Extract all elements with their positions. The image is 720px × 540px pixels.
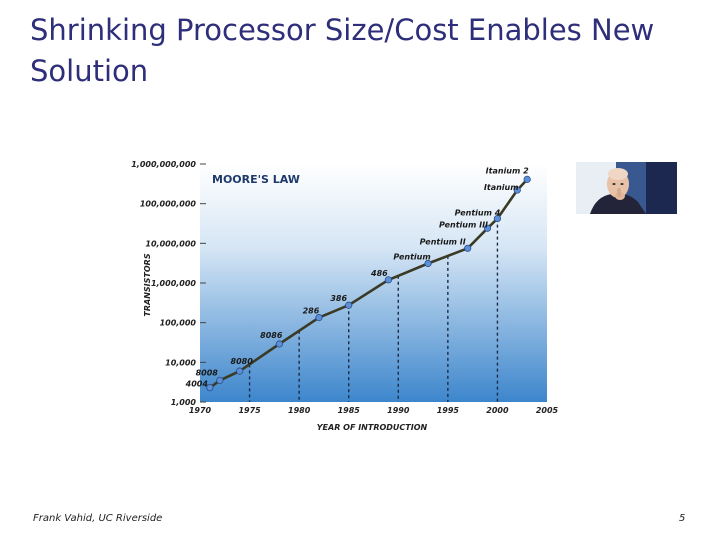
data-point xyxy=(464,244,472,252)
y-tick-label: 100,000,000 xyxy=(140,200,197,209)
y-tick-label: 1,000,000 xyxy=(151,279,196,288)
slide-title: Shrinking Processor Size/Cost Enables Ne… xyxy=(30,13,655,88)
data-point xyxy=(345,301,353,309)
data-point xyxy=(493,215,502,223)
data-label: 386 xyxy=(330,294,347,303)
x-tick-label: 2005 xyxy=(536,406,559,415)
data-point xyxy=(523,175,531,183)
x-tick-label: 1990 xyxy=(387,406,410,415)
x-tick-label: 1995 xyxy=(437,406,460,415)
dr-evil-illustration xyxy=(576,162,677,214)
chart-title: MOORE'S LAW xyxy=(212,173,300,186)
y-axis-label: TRANSISTORS xyxy=(143,253,152,316)
data-point xyxy=(315,314,323,322)
data-label: Pentium III xyxy=(439,220,488,229)
y-tick-label: 100,000 xyxy=(160,319,197,328)
plot-area xyxy=(200,164,547,402)
data-label: 286 xyxy=(303,307,320,316)
data-point xyxy=(513,186,521,194)
x-tick-label: 1975 xyxy=(238,406,261,415)
y-tick-label: 10,000,000 xyxy=(145,239,196,248)
x-tick-label: 1980 xyxy=(288,406,311,415)
data-point xyxy=(424,259,432,268)
x-tick-label: 1985 xyxy=(338,406,361,415)
data-point xyxy=(384,276,392,284)
data-label: 4004 xyxy=(185,380,209,389)
data-point xyxy=(236,367,244,375)
data-label: Pentium 4 xyxy=(455,209,501,218)
y-tick-label: 10,000 xyxy=(165,358,196,367)
data-label: 486 xyxy=(370,269,388,278)
chart-canvas: MOORE'S LAW TRANSISTORS YEAR OF INTRODUC… xyxy=(131,160,559,432)
x-tick-label: 2000 xyxy=(486,406,509,415)
x-tick-label: 1970 xyxy=(189,406,212,415)
data-label: 8086 xyxy=(260,331,283,340)
data-label: 8008 xyxy=(196,368,219,377)
data-label: Pentium II xyxy=(420,237,466,246)
data-label: Pentium xyxy=(393,253,430,262)
moores-law-chart: MOORE'S LAW TRANSISTORS YEAR OF INTRODUC… xyxy=(130,155,570,440)
footer-author: Frank Vahid, UC Riverside xyxy=(33,513,163,524)
data-label: 8080 xyxy=(231,357,254,366)
y-tick-label: 1,000,000,000 xyxy=(131,160,196,169)
dr-evil-photo xyxy=(576,162,677,214)
data-point xyxy=(275,340,283,348)
page-number: 5 xyxy=(679,513,686,524)
data-point xyxy=(483,224,492,232)
data-label: Itanium xyxy=(484,183,519,192)
y-tick-label: 1,000 xyxy=(171,398,197,407)
data-point xyxy=(206,384,214,392)
data-point xyxy=(216,376,224,385)
data-label: Itanium 2 xyxy=(486,166,529,175)
x-axis-label: YEAR OF INTRODUCTION xyxy=(317,423,428,432)
